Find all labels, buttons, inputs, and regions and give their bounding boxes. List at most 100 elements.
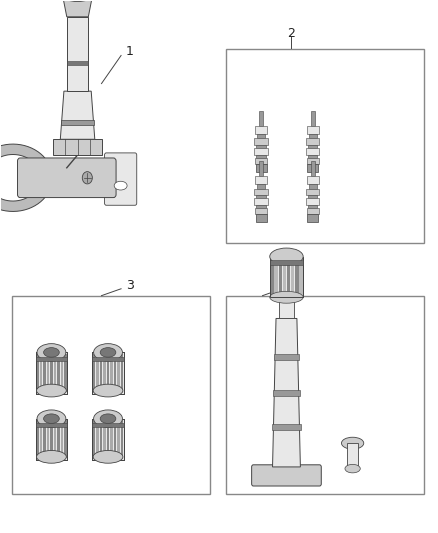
Bar — [47, 354, 49, 392]
Ellipse shape — [44, 414, 59, 423]
Bar — [114, 420, 116, 458]
FancyBboxPatch shape — [18, 158, 116, 198]
Bar — [259, 161, 263, 176]
Bar — [96, 420, 99, 458]
Ellipse shape — [93, 384, 123, 397]
Bar — [57, 354, 60, 392]
Text: 4: 4 — [287, 279, 295, 292]
Bar — [279, 297, 294, 318]
FancyBboxPatch shape — [105, 153, 137, 205]
Bar — [226, 296, 424, 495]
Bar — [307, 126, 318, 134]
Bar — [40, 420, 42, 458]
Bar — [308, 184, 317, 189]
Bar — [92, 419, 124, 460]
Bar — [57, 420, 60, 458]
Bar — [274, 354, 299, 360]
Bar — [47, 420, 49, 458]
Bar — [257, 134, 265, 138]
Ellipse shape — [94, 344, 123, 361]
Bar — [107, 420, 109, 458]
Bar — [257, 184, 265, 189]
Bar — [92, 419, 124, 460]
Bar — [311, 161, 314, 176]
Bar — [114, 354, 116, 392]
Bar — [36, 423, 67, 427]
Polygon shape — [0, 144, 50, 212]
Bar — [110, 420, 113, 458]
Bar — [67, 61, 88, 65]
Bar — [306, 198, 319, 205]
Bar — [226, 49, 424, 243]
Bar — [308, 195, 317, 198]
Bar — [308, 145, 317, 148]
Bar — [43, 420, 46, 458]
Bar — [259, 111, 263, 126]
Bar — [12, 296, 210, 495]
Bar — [54, 420, 56, 458]
Bar — [257, 155, 266, 158]
Bar — [93, 354, 95, 392]
Bar — [270, 256, 303, 297]
Text: 1: 1 — [126, 45, 134, 58]
Bar — [92, 423, 124, 427]
Bar — [61, 354, 63, 392]
Ellipse shape — [37, 410, 66, 427]
Ellipse shape — [36, 450, 66, 463]
Bar — [103, 354, 106, 392]
Bar — [254, 189, 268, 195]
Ellipse shape — [114, 181, 127, 190]
Ellipse shape — [342, 437, 364, 449]
Bar — [61, 119, 94, 125]
Text: 2: 2 — [287, 27, 295, 39]
Bar — [64, 354, 67, 392]
Bar — [311, 111, 314, 126]
Bar — [308, 134, 317, 138]
Ellipse shape — [37, 344, 66, 361]
Bar — [306, 148, 319, 155]
Ellipse shape — [94, 410, 123, 427]
Bar — [274, 259, 278, 295]
Bar — [36, 354, 39, 392]
Bar — [254, 138, 268, 145]
Ellipse shape — [270, 292, 303, 303]
Bar — [255, 158, 267, 164]
Bar — [61, 420, 63, 458]
Bar — [92, 352, 124, 394]
Bar — [255, 176, 267, 184]
Bar — [117, 354, 120, 392]
Bar — [307, 214, 318, 222]
Bar — [64, 420, 67, 458]
Polygon shape — [272, 318, 300, 467]
Bar — [295, 259, 299, 295]
Bar — [279, 259, 282, 295]
Ellipse shape — [100, 414, 116, 423]
Ellipse shape — [44, 348, 59, 357]
Bar — [308, 155, 317, 158]
Bar — [92, 352, 124, 394]
Bar — [257, 205, 266, 208]
Bar — [121, 354, 123, 392]
Bar — [256, 164, 267, 172]
Bar — [306, 189, 319, 195]
Bar — [347, 443, 358, 469]
Ellipse shape — [36, 384, 66, 397]
Bar — [272, 424, 301, 430]
Bar — [96, 354, 99, 392]
Bar — [100, 354, 102, 392]
Bar — [300, 259, 303, 295]
Ellipse shape — [93, 450, 123, 463]
Bar — [307, 158, 318, 164]
Bar — [257, 195, 266, 198]
Bar — [110, 354, 113, 392]
Bar — [40, 354, 42, 392]
Bar — [255, 126, 267, 134]
Bar — [257, 145, 266, 148]
Bar — [256, 214, 267, 222]
Bar — [283, 259, 286, 295]
Bar — [103, 420, 106, 458]
Ellipse shape — [270, 248, 303, 265]
Bar — [306, 138, 319, 145]
Bar — [270, 256, 303, 297]
Bar — [36, 419, 67, 460]
